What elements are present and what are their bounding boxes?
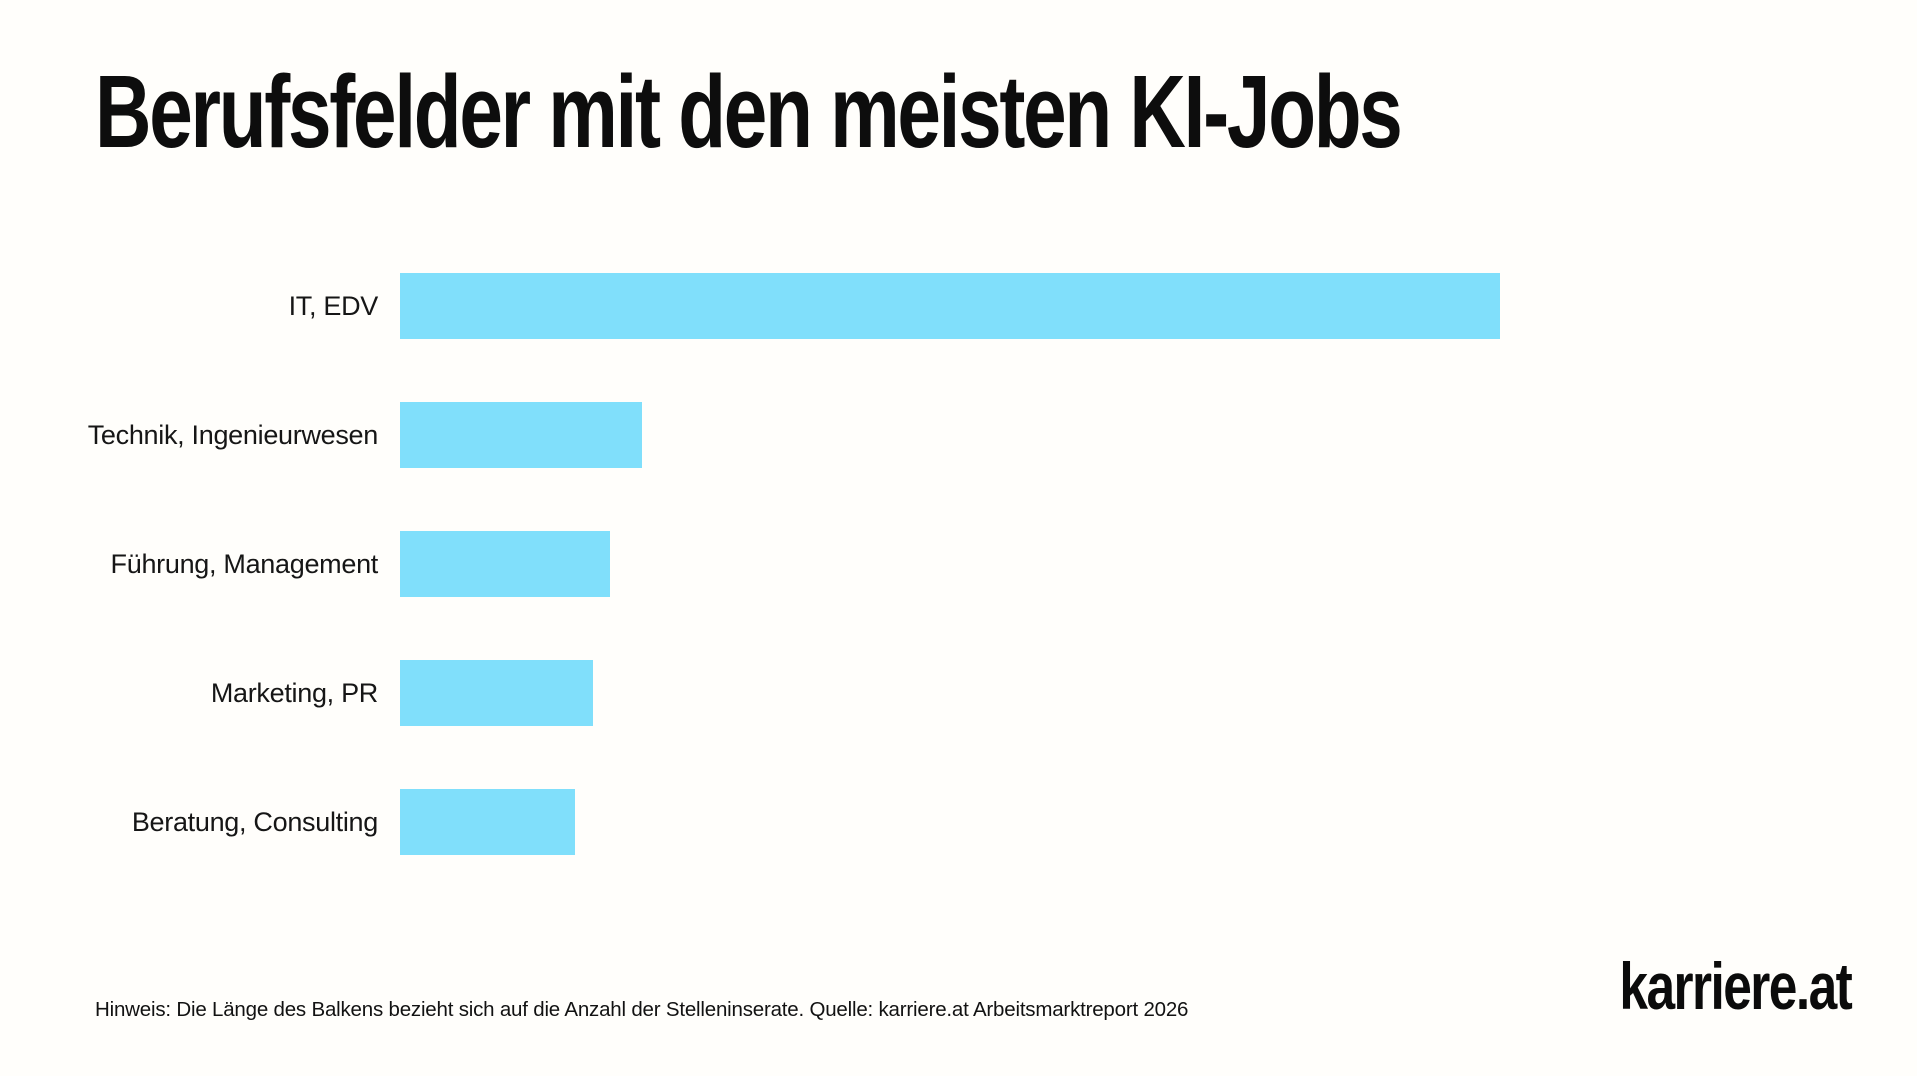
bar — [400, 531, 610, 597]
karriere-at-logo: karriere.at — [1619, 949, 1852, 1023]
category-label: Führung, Management — [110, 548, 379, 579]
source-note: Hinweis: Die Länge des Balkens bezieht s… — [95, 998, 1189, 1021]
category-label: Technik, Ingenieurwesen — [87, 419, 379, 450]
chart-row: Führung, Management — [0, 531, 1917, 597]
chart-row: IT, EDV — [0, 273, 1917, 339]
chart-row: Technik, Ingenieurwesen — [0, 402, 1917, 468]
chart-title: Berufsfelder mit den meisten KI-Jobs — [95, 54, 1403, 169]
bar-chart: IT, EDV Technik, Ingenieurwesen Führung, M… — [0, 273, 1917, 918]
chart-row: Beratung, Consulting — [0, 789, 1917, 855]
bar — [400, 402, 642, 468]
bar — [400, 273, 1500, 339]
category-label: IT, EDV — [288, 290, 379, 321]
bar — [400, 660, 593, 726]
chart-row: Marketing, PR — [0, 660, 1917, 726]
bar — [400, 789, 575, 855]
category-label: Beratung, Consulting — [131, 806, 378, 837]
category-label: Marketing, PR — [210, 677, 378, 708]
